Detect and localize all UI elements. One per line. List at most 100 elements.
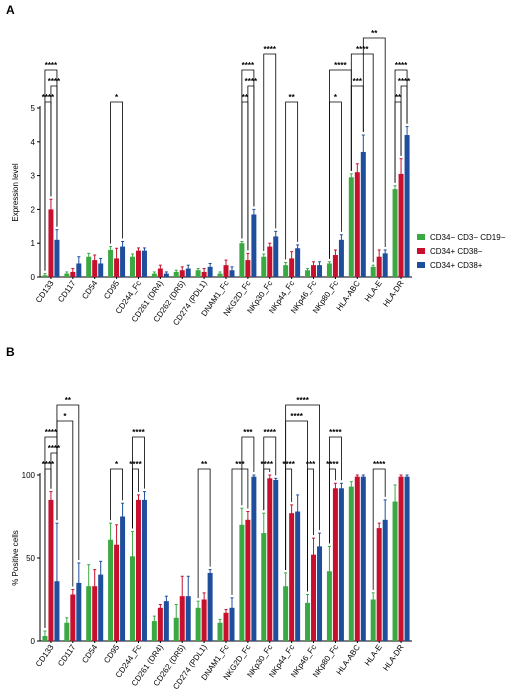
significance-label: **** [334, 61, 347, 70]
bar [135, 250, 141, 277]
significance-bracket [263, 53, 277, 252]
bar [261, 256, 267, 277]
significance-bracket [285, 404, 320, 570]
bar [305, 602, 311, 641]
significance-label: **** [290, 412, 303, 421]
bar [311, 265, 317, 277]
significance-bracket [110, 101, 123, 244]
significance-bracket [285, 101, 299, 260]
y-tick-label: 3 [31, 172, 36, 181]
bar [398, 476, 404, 641]
bar [141, 250, 147, 277]
y-tick-label: 0 [31, 273, 36, 282]
bar [195, 607, 201, 641]
bar [338, 488, 344, 641]
significance-label: **** [296, 396, 309, 405]
significance-bracket [241, 101, 249, 251]
significance-label: *** [353, 77, 363, 86]
bar [376, 256, 382, 277]
bar [151, 621, 157, 641]
bar [289, 258, 295, 277]
bar [239, 243, 245, 277]
bar [185, 268, 191, 277]
significance-label: *** [235, 460, 245, 469]
bar [251, 476, 257, 641]
legend: CD34− CD3− CD19− CD34+ CD38− CD34+ CD38+ [417, 233, 506, 270]
y-tick-label: 100 [22, 471, 36, 480]
panel-letter: B [6, 345, 15, 359]
significance-label: **** [129, 460, 142, 469]
x-tick-label: CD117 [56, 279, 78, 305]
legend-swatch [417, 248, 425, 254]
bar [120, 516, 126, 641]
significance-label: *** [306, 460, 316, 469]
significance-label: **** [282, 460, 295, 469]
legend-label: CD34+ CD38− [430, 247, 483, 256]
significance-label: **** [261, 460, 274, 469]
bar [223, 265, 229, 277]
y-axis-title: % Positive cells [11, 530, 20, 586]
bar [92, 586, 98, 641]
y-tick-label: 4 [31, 138, 36, 147]
significance-label: ** [242, 93, 249, 102]
significance-label: **** [48, 77, 61, 86]
bar [64, 622, 70, 641]
bar [76, 582, 82, 641]
bar [120, 246, 126, 277]
bar [48, 209, 54, 277]
significance-bracket [350, 53, 374, 263]
bar [179, 596, 185, 641]
bar [54, 239, 60, 277]
bar [98, 574, 104, 641]
significance-label: **** [356, 45, 369, 54]
bar [223, 612, 229, 641]
significance-label: ** [289, 93, 296, 102]
significance-bracket [362, 37, 386, 247]
significance-bracket [132, 436, 145, 529]
panel-a: A 0 1 2 3 4 5 Expression level CD133 CD117 CD54 CD9… [6, 3, 412, 327]
bar [86, 586, 92, 641]
significance-bracket [329, 69, 352, 259]
bar [114, 544, 120, 641]
bar [404, 135, 410, 277]
bar [348, 486, 354, 641]
bar [289, 513, 295, 641]
bar [229, 607, 235, 641]
significance-bracket [241, 436, 255, 506]
y-tick-label: 50 [26, 554, 35, 563]
significance-label: **** [132, 428, 145, 437]
bar [261, 533, 267, 641]
bar [48, 499, 54, 641]
significance-label: **** [242, 61, 255, 70]
significance-bracket [329, 436, 342, 544]
bar [173, 271, 179, 277]
x-tick-label: HLA-E [363, 643, 384, 667]
x-tick-label: CD133 [34, 279, 56, 305]
significance-label: **** [45, 61, 58, 70]
significance-label: ** [395, 93, 402, 102]
significance-bracket [372, 468, 386, 590]
bar [404, 476, 410, 641]
significance-bracket [50, 85, 58, 227]
panel-b: B 0 50 100 % Positive cells CD133 CD117 CD54 CD9… [6, 345, 412, 691]
bar [317, 265, 323, 277]
bar [354, 476, 360, 641]
legend-swatch [417, 262, 425, 268]
significance-bracket [394, 69, 408, 183]
bar [273, 479, 279, 641]
y-tick-label: 2 [31, 205, 36, 214]
bar [108, 539, 114, 641]
significance-bracket [329, 101, 342, 259]
bar [70, 594, 76, 641]
significance-bracket [394, 101, 402, 183]
significance-label: **** [398, 77, 411, 86]
bar [201, 599, 207, 641]
bar [295, 511, 301, 641]
bar [195, 270, 201, 277]
x-tick-label: CD54 [80, 279, 99, 301]
bar [317, 546, 323, 641]
x-tick-label: CD133 [34, 643, 56, 669]
legend-label: CD34− CD3− CD19− [430, 233, 506, 242]
significance-label: **** [264, 45, 277, 54]
bar [163, 601, 169, 641]
